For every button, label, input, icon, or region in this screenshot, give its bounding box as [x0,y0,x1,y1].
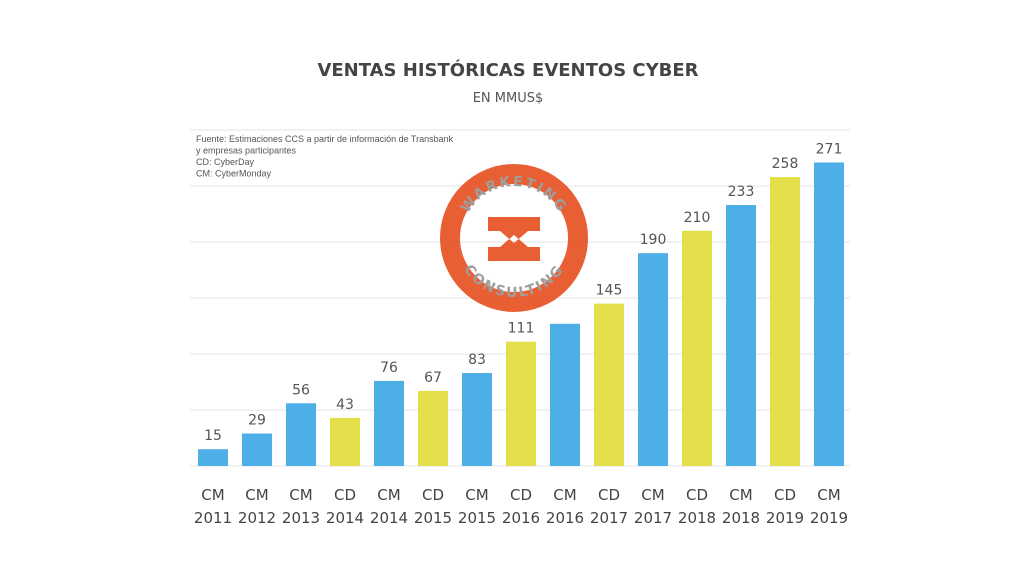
logo-mark-icon [488,217,540,261]
x-tick-year: 2015 [458,509,496,527]
source-note: CM: CyberMonday [196,169,272,179]
value-label: 67 [424,370,442,386]
x-tick-year: 2017 [634,509,672,527]
bar-cm-2016 [550,323,580,466]
value-labels: 15 29 56 43 76 67 83 111 145 190 210 233 258 271 [204,141,842,444]
x-tick-year: 2017 [590,509,628,527]
bar-cm-2019 [814,162,844,467]
value-label: 56 [292,382,310,398]
x-tick-year: 2016 [546,509,584,527]
x-tick-year: 2019 [766,509,804,527]
watermark-logo: WARKETING CONSULTING [440,164,588,312]
x-tick-event: CM [729,486,752,504]
logo-ring [440,164,588,312]
bar-cd-2017 [594,303,624,466]
bar-cm-2018 [726,205,756,467]
x-tick-year: 2013 [282,509,320,527]
source-note: CD: CyberDay [196,157,255,167]
x-tick-event: CM [817,486,840,504]
x-tick-event: CD [422,486,444,504]
value-label: 233 [728,184,755,200]
bars [198,162,844,467]
value-label: 15 [204,428,222,444]
x-tick-event: CM [553,486,576,504]
x-tick-event: CM [641,486,664,504]
chart-title: VENTAS HISTÓRICAS EVENTOS CYBER [317,59,698,81]
bar-cd-2015 [418,390,448,466]
x-tick-year: 2014 [370,509,408,527]
value-label: 210 [684,210,711,226]
x-tick-event: CD [510,486,532,504]
x-tick-year: 2014 [326,509,364,527]
source-note: Fuente: Estimaciones CCS a partir de inf… [196,134,454,144]
bar-cd-2016 [506,341,536,466]
x-tick-event: CD [334,486,356,504]
value-label: 190 [640,232,667,248]
source-notes: Fuente: Estimaciones CCS a partir de inf… [196,134,454,179]
x-tick-event: CD [598,486,620,504]
chart-subtitle: EN MMUS$ [473,91,544,106]
x-tick-year: 2018 [722,509,760,527]
x-tick-year: 2016 [502,509,540,527]
x-tick-event: CM [201,486,224,504]
x-tick-year: 2012 [238,509,276,527]
value-label: 29 [248,413,266,429]
bar-cd-2018 [682,230,712,466]
x-tick-event: CM [377,486,400,504]
x-tick-event: CM [289,486,312,504]
value-label: 83 [468,352,486,368]
x-tick-year: 2015 [414,509,452,527]
value-label: 76 [380,360,398,376]
x-tick-event: CM [245,486,268,504]
x-tick-event: CD [774,486,796,504]
x-tick-year: 2018 [678,509,716,527]
bar-cm-2012 [242,433,272,466]
bar-cm-2013 [286,403,316,466]
bar-cm-2014 [374,380,404,466]
x-tick-event: CD [686,486,708,504]
x-tick-year: 2011 [194,509,232,527]
bar-cm-2011 [198,449,228,466]
value-label: 258 [772,156,799,172]
value-label: 111 [508,321,535,337]
source-note: y empresas participantes [196,146,297,156]
bar-cm-2015 [462,373,492,466]
bar-cd-2019 [770,177,800,467]
x-tick-labels: CM 2011 CM 2012 CM 2013 CD 2014 CM 2014 CD 2015 CM 20… [194,486,848,527]
value-label: 43 [336,397,354,413]
x-tick-year: 2019 [810,509,848,527]
bar-cm-2017 [638,253,668,466]
value-label: 145 [596,283,623,299]
bar-cd-2014 [330,417,360,466]
value-label: 271 [816,141,843,157]
x-tick-event: CM [465,486,488,504]
